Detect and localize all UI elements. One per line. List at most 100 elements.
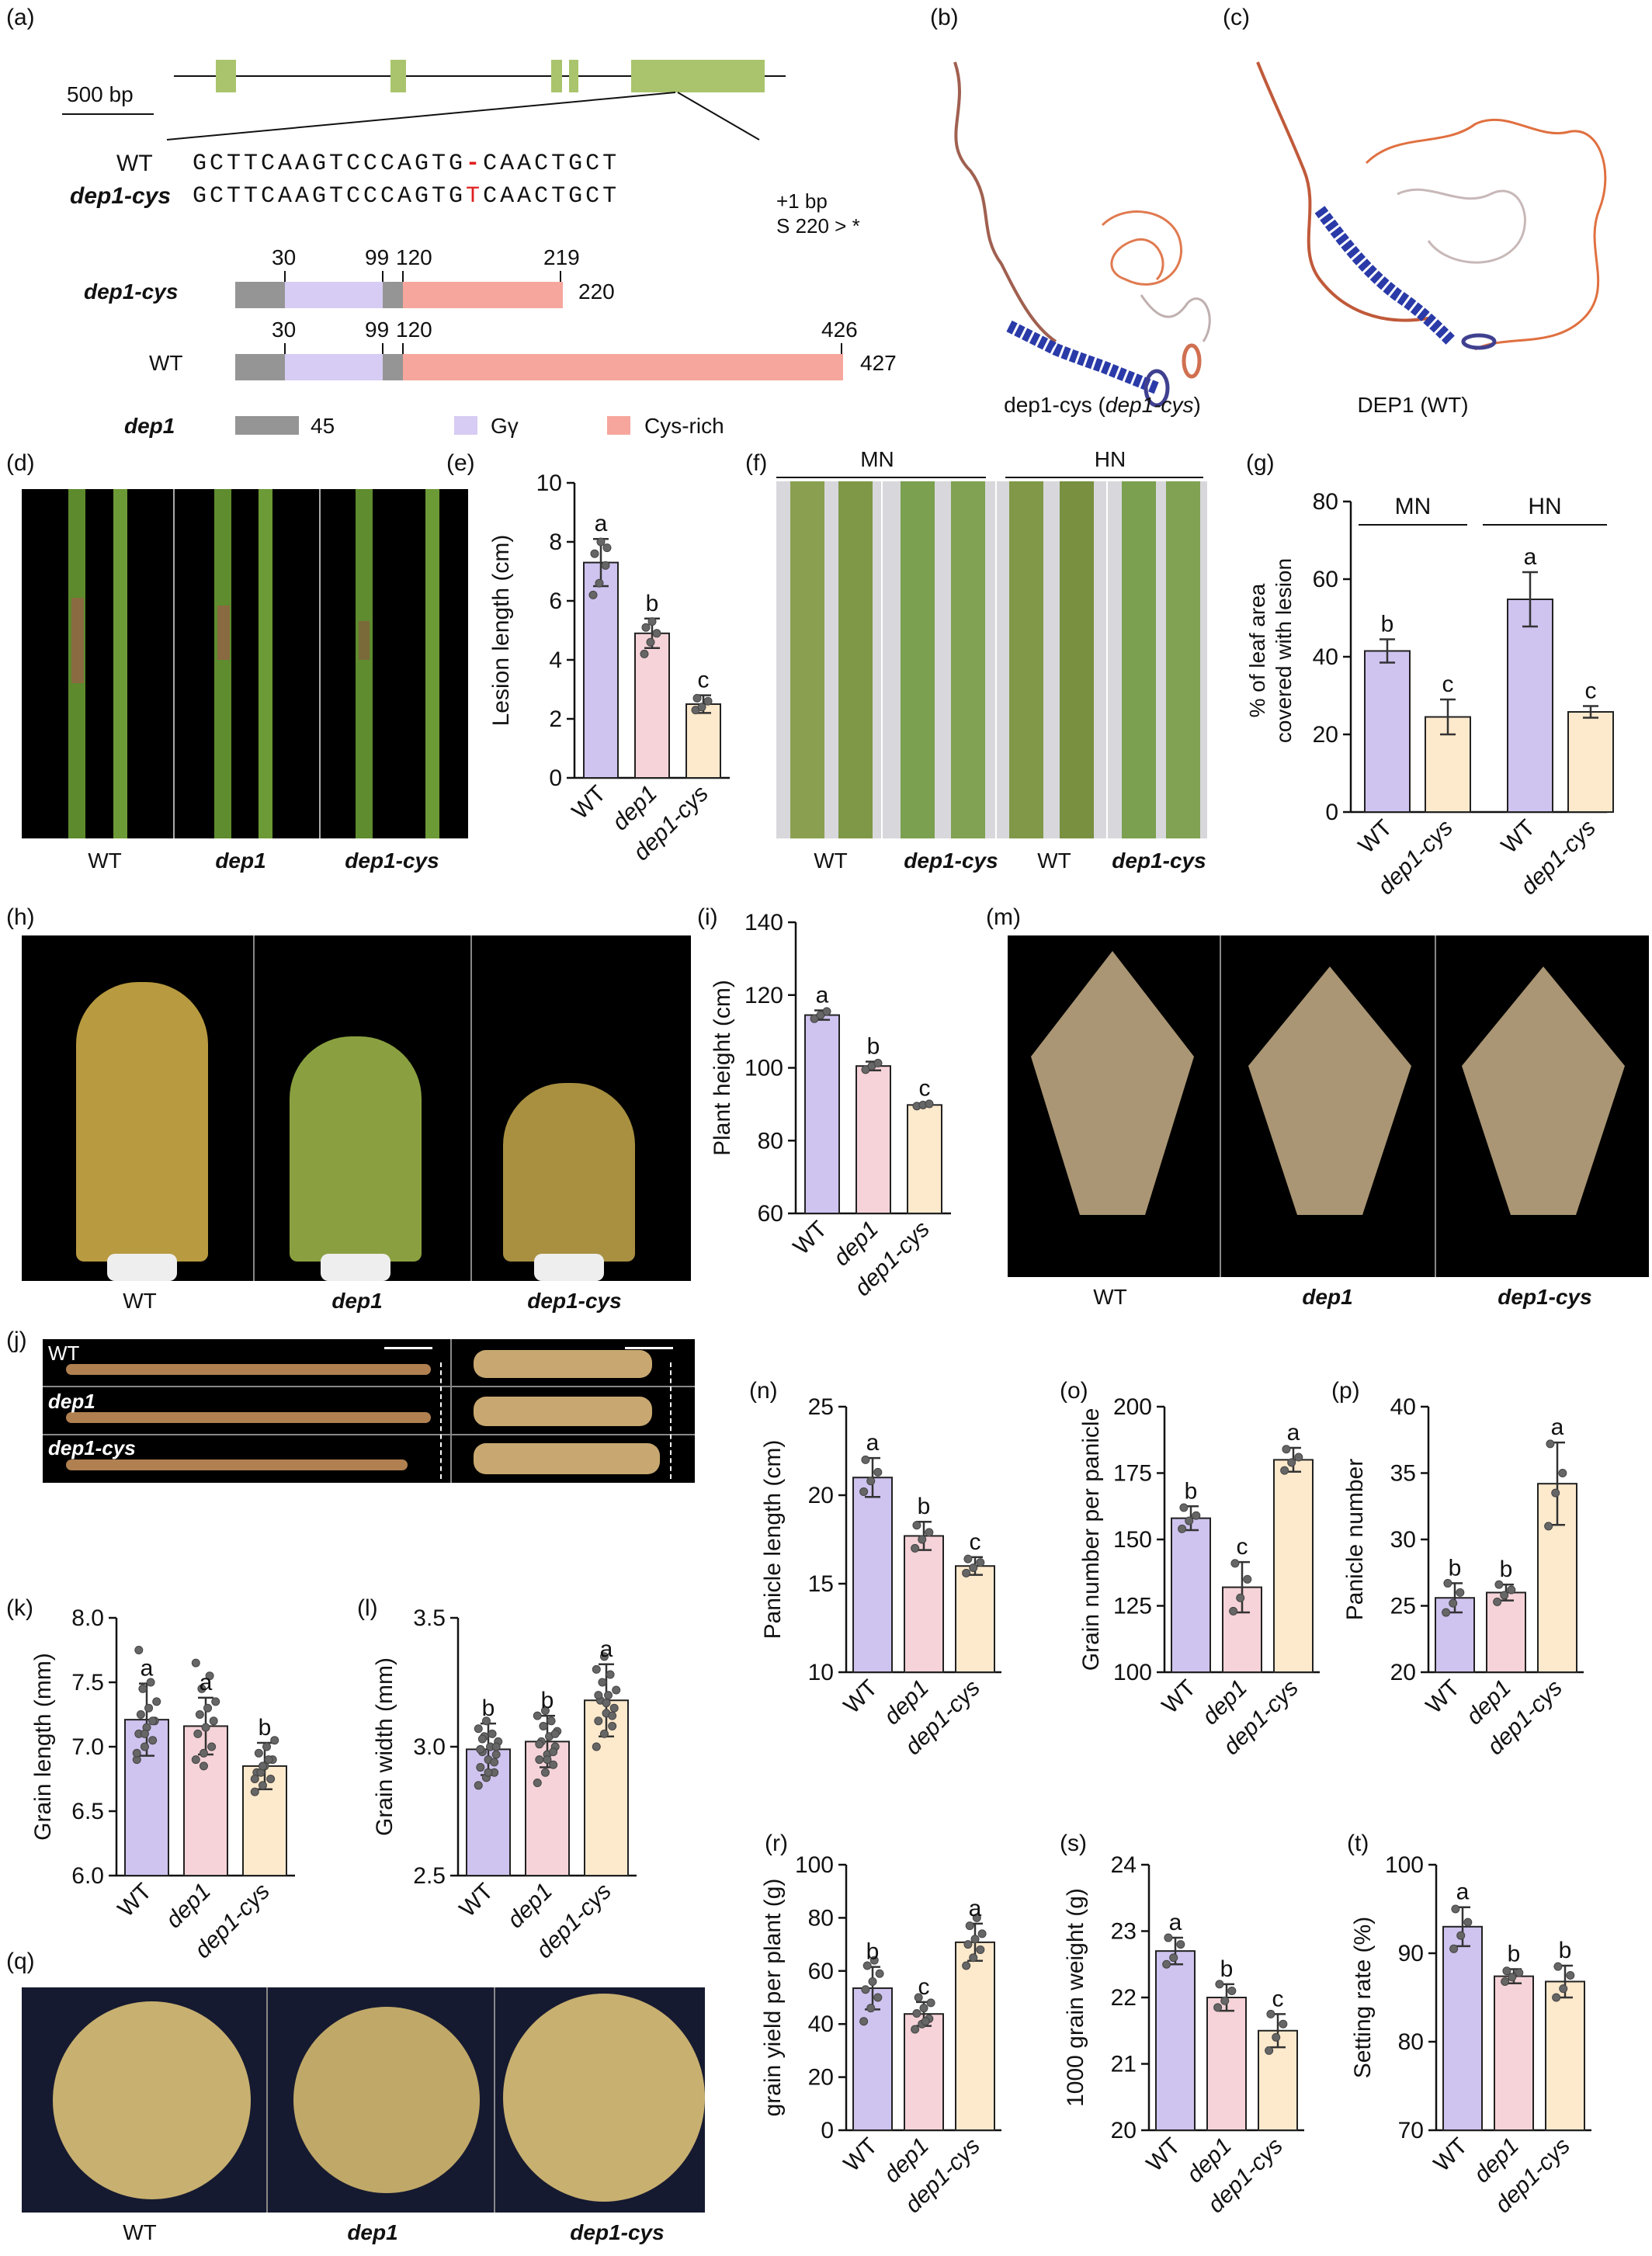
data-point: [1279, 2019, 1288, 2029]
data-point: [976, 1945, 985, 1954]
data-point: [914, 1993, 923, 2002]
significance-letter: a: [600, 1636, 613, 1662]
data-point: [969, 1563, 978, 1572]
data-point: [1179, 1503, 1189, 1512]
y-tick-label: 20: [1390, 1660, 1416, 1685]
q-label-dep1: dep1: [347, 2220, 398, 2244]
y-axis-label: Grain length (mm): [30, 1653, 56, 1841]
data-point: [547, 1716, 556, 1726]
data-point: [963, 1554, 973, 1564]
data-point: [652, 629, 661, 638]
y-tick-label: 2: [549, 706, 562, 732]
data-point: [861, 1455, 870, 1464]
data-point: [1236, 1593, 1245, 1602]
photo-q-grain-piles: [22, 1987, 705, 2213]
data-point: [1192, 1511, 1201, 1520]
y-tick-label: 0: [821, 2118, 834, 2143]
y-tick-label: 7.0: [71, 1734, 104, 1760]
bar-WT: [583, 561, 619, 779]
data-point: [977, 1929, 987, 1938]
data-point: [861, 1985, 870, 1994]
data-point: [193, 1729, 203, 1738]
data-point: [477, 1734, 487, 1744]
category-label: WT: [839, 2133, 883, 2177]
data-point: [1266, 2009, 1275, 2018]
significance-letter: a: [1524, 544, 1537, 570]
data-point: [1227, 1986, 1237, 1995]
caption-c: DEP1 (WT): [1357, 393, 1469, 417]
panel-label-e: (e): [446, 450, 475, 476]
y-tick-label: 10: [536, 470, 562, 496]
photo-j-grains: [43, 1339, 695, 1483]
y-tick-label: 200: [1113, 1394, 1152, 1420]
data-point: [549, 1760, 558, 1769]
wt-sequence: GCTTCAAGTCCCAGTG-CAACTGCT: [193, 151, 620, 177]
data-point: [911, 2025, 920, 2034]
data-point: [596, 537, 606, 547]
significance-letter: a: [1287, 1420, 1300, 1446]
data-point: [1559, 1984, 1568, 1994]
y-tick-label: 40: [1390, 1394, 1416, 1420]
data-point: [199, 1748, 208, 1758]
significance-letter: b: [259, 1715, 272, 1741]
data-point: [1213, 2003, 1223, 2012]
significance-letter: c: [1442, 672, 1454, 697]
data-point: [1494, 1580, 1504, 1589]
data-point: [602, 1699, 611, 1708]
protein-structure-dep1-wt: [1256, 61, 1607, 351]
data-point: [697, 703, 706, 712]
data-point: [866, 1477, 876, 1486]
scale-bar-label: 500 bp: [67, 82, 134, 106]
data-point: [491, 1742, 501, 1751]
data-point: [1507, 1585, 1516, 1595]
wt-seg-gray2: [383, 354, 403, 380]
data-point: [921, 2017, 930, 2026]
f-label-cys-2: dep1-cys: [1112, 849, 1206, 873]
data-point: [647, 617, 657, 626]
panel-label-k: (k): [6, 1595, 33, 1621]
data-point: [146, 1678, 155, 1687]
f-label-wt-1: WT: [814, 849, 848, 873]
data-point: [1185, 1516, 1194, 1525]
data-point: [191, 1658, 200, 1668]
data-point: [1502, 1966, 1511, 1976]
significance-letter: a: [200, 1670, 213, 1695]
category-label: WT: [839, 1675, 883, 1719]
bar-dep1: [183, 1725, 228, 1876]
panel-label-j: (j): [6, 1328, 27, 1353]
significance-letter: a: [866, 1430, 880, 1456]
data-point: [197, 1684, 206, 1693]
data-point: [918, 1535, 927, 1544]
data-point: [594, 1691, 603, 1700]
data-point: [604, 1691, 613, 1700]
data-point: [588, 590, 598, 599]
data-point: [1162, 1959, 1171, 1969]
y-tick-label: 25: [808, 1394, 834, 1420]
bar-dep1-cys: [1545, 1980, 1585, 2131]
exon-2: [390, 60, 406, 92]
data-point: [641, 623, 651, 632]
data-point: [1442, 1608, 1451, 1617]
data-point: [550, 1729, 560, 1738]
y-axis-label: Panicle length (cm): [760, 1440, 786, 1640]
q-label-wt: WT: [123, 2220, 157, 2244]
j-label-wt: WT: [48, 1341, 80, 1365]
category-label: WT: [1429, 2133, 1473, 2177]
significance-letter: b: [1500, 1557, 1513, 1582]
panel-label-m: (m): [986, 904, 1021, 930]
category-label: WT: [113, 1879, 157, 1922]
data-point: [535, 1755, 544, 1765]
data-point: [609, 1703, 619, 1713]
data-point: [540, 1706, 550, 1716]
data-point: [1500, 1591, 1509, 1600]
legend-swatch-gy: [454, 416, 477, 435]
significance-letter: b: [541, 1688, 554, 1713]
data-point: [1272, 2032, 1281, 2042]
significance-letter: a: [969, 1896, 982, 1921]
y-tick-label: 40: [1313, 644, 1338, 670]
significance-letter: b: [1559, 1938, 1572, 1963]
panel-label-f: (f): [745, 450, 768, 476]
panel-label-d: (d): [6, 450, 35, 476]
data-point: [490, 1758, 499, 1767]
